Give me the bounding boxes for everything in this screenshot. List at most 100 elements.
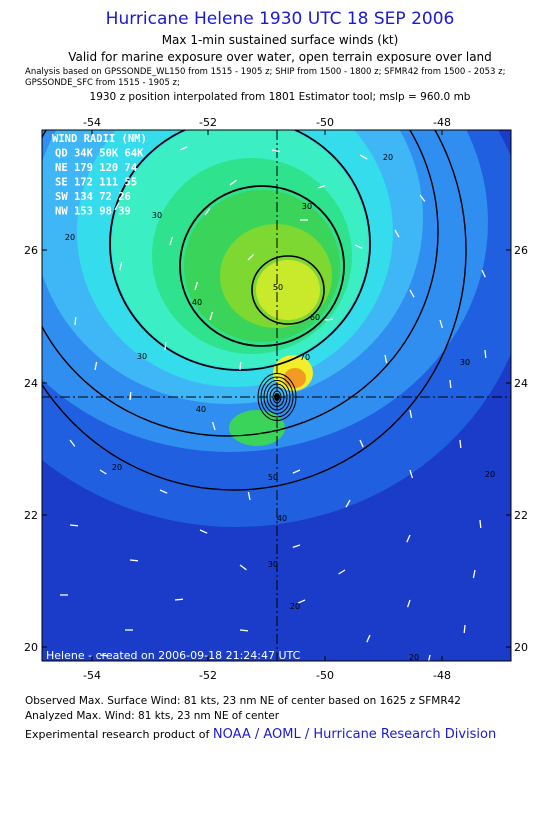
- wind-barb: [472, 569, 476, 579]
- wind-barb: [99, 654, 109, 657]
- map-title: Hurricane Helene 1930 UTC 18 SEP 2006: [105, 9, 455, 29]
- wind-barb: [174, 598, 184, 601]
- isotach-60kt: [251, 255, 325, 325]
- lon-tick-label-bottom: -50: [316, 669, 334, 682]
- lon-tick-label-top: -54: [83, 116, 101, 129]
- analysis-sources-line-2: GPSSONDE_SFC from 1515 - 1905 z;: [25, 78, 180, 88]
- contour-label: 40: [277, 514, 287, 523]
- contour-label: 30: [152, 211, 162, 220]
- wind-barb: [292, 544, 301, 549]
- wind-radii-row: SE 172 111 55: [55, 177, 137, 189]
- lon-tick-label-bottom: -48: [433, 669, 451, 682]
- wind-barb: [428, 654, 431, 661]
- lat-tick-label-left: 26: [24, 244, 38, 257]
- isotach-50kt: [179, 185, 345, 347]
- contour-label: 50: [273, 283, 283, 292]
- contour-label: 60: [310, 313, 320, 322]
- wind-barb: [69, 524, 79, 527]
- wind-barb: [247, 253, 255, 261]
- wind-barb: [119, 261, 123, 271]
- wind-barb: [179, 146, 188, 151]
- wind-barb: [94, 361, 98, 371]
- product-credit: Experimental research product of NOAA / …: [25, 727, 496, 742]
- band-75kt: [284, 368, 306, 388]
- wind-barb: [439, 319, 444, 329]
- lon-tick-label-bottom: -52: [199, 669, 217, 682]
- wind-radii-header: QD 34K 50K 64K: [55, 148, 144, 160]
- analysis-sources-line-1: Analysis based on GPSSONDE_WL150 from 15…: [25, 67, 506, 77]
- wind-barb: [297, 599, 306, 604]
- wind-barb: [359, 439, 364, 448]
- wind-radii-row: NE 179 120 74: [55, 162, 137, 174]
- wind-barb: [129, 391, 132, 401]
- wind-barb: [409, 469, 414, 479]
- wind-barb: [229, 179, 237, 186]
- lat-tick-label-left: 24: [24, 377, 38, 390]
- isotach-30kt: [42, 130, 439, 437]
- wind-barb: [419, 194, 426, 202]
- lat-tick-label-right: 24: [514, 377, 528, 390]
- lon-tick-label-bottom: -54: [83, 669, 101, 682]
- plot-frame: [41, 129, 512, 662]
- contour-label: 30: [460, 358, 470, 367]
- wind-barb: [164, 341, 167, 351]
- wind-barb: [239, 564, 247, 571]
- wind-barb: [479, 519, 482, 529]
- map-credit: Helene - created on 2006-09-18 21:24:47 …: [46, 649, 301, 662]
- wind-barb: [317, 184, 326, 189]
- wind-radii-row: SW 134 72 26: [55, 191, 131, 203]
- wind-barb: [159, 489, 168, 494]
- lon-tick-label-top: -48: [433, 116, 451, 129]
- contour-label: 40: [196, 405, 206, 414]
- wind-barb: [292, 469, 301, 474]
- lat-tick-label-right: 20: [514, 641, 528, 654]
- band-65kt: [256, 260, 320, 320]
- wind-barb: [114, 202, 120, 211]
- position-note: 1930 z position interpolated from 1801 E…: [89, 91, 471, 103]
- wind-barb: [211, 421, 216, 431]
- wind-barb: [394, 229, 400, 238]
- lon-tick-label-top: -52: [199, 116, 217, 129]
- wind-barb: [204, 208, 211, 216]
- wind-barb: [129, 559, 139, 562]
- contour-label: 30: [268, 560, 278, 569]
- lat-tick-label-left: 22: [24, 509, 38, 522]
- isotach-20kt: [42, 130, 467, 491]
- contour-label: 20: [485, 470, 495, 479]
- wind-barb: [359, 154, 368, 160]
- wind-barb: [239, 361, 242, 371]
- wind-barb: [69, 439, 76, 447]
- analyzed-max-wind: Analyzed Max. Wind: 81 kts, 23 nm NE of …: [25, 710, 280, 722]
- lat-tick-label-right: 22: [514, 509, 528, 522]
- wind-barb: [271, 149, 281, 153]
- wind-radii-title: WIND RADII (NM): [52, 133, 147, 145]
- wind-barb: [239, 629, 249, 632]
- product-prefix: Experimental research product of: [25, 728, 210, 741]
- wind-barb: [406, 599, 411, 608]
- lat-tick-label-left: 20: [24, 641, 38, 654]
- wind-barb: [409, 289, 415, 298]
- observed-max-wind: Observed Max. Surface Wind: 81 kts, 23 n…: [25, 695, 461, 707]
- map-subtitle-exposure: Valid for marine exposure over water, op…: [68, 50, 492, 64]
- wind-barb: [247, 491, 251, 501]
- wind-barb: [384, 354, 388, 364]
- contour-label: 70: [300, 353, 310, 362]
- wind-barb: [209, 311, 214, 321]
- org-link[interactable]: NOAA / AOML / Hurricane Research Divisio…: [212, 727, 497, 742]
- wind-barb: [366, 634, 371, 643]
- wind-barb: [169, 236, 174, 246]
- contour-label: 30: [302, 202, 312, 211]
- wind-barb: [463, 624, 466, 634]
- contour-label: 30: [137, 352, 147, 361]
- contour-label: 20: [383, 153, 393, 162]
- wind-barb: [324, 318, 334, 321]
- contour-label: 20: [409, 653, 419, 662]
- wind-barb: [354, 244, 363, 249]
- wind-barb: [99, 469, 107, 475]
- contour-label: 40: [192, 298, 202, 307]
- wind-barb: [74, 316, 77, 326]
- wind-barb: [345, 499, 351, 508]
- wind-barb: [194, 281, 199, 291]
- wind-barb: [409, 409, 413, 419]
